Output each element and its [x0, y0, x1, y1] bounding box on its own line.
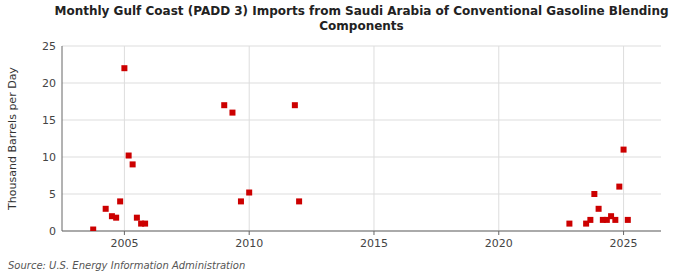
y-tick-label: 20 — [42, 77, 56, 90]
point — [142, 221, 148, 227]
x-grid-line — [124, 46, 125, 231]
y-tick-label: 0 — [49, 225, 56, 238]
x-grid-line — [249, 46, 250, 231]
source: Source: U.S. Energy Information Administ… — [8, 260, 245, 271]
y-grid-line — [62, 194, 661, 195]
point — [246, 190, 252, 196]
title: Monthly Gulf Coast (PADD 3) Imports from… — [54, 4, 668, 33]
y-grid-line — [62, 120, 661, 121]
x-grid-line — [373, 46, 374, 231]
chart-container: Monthly Gulf Coast (PADD 3) Imports from… — [0, 0, 675, 275]
grid — [62, 46, 661, 231]
y-tick-label: 10 — [42, 151, 56, 164]
x-tick — [373, 231, 374, 235]
title-line: Monthly Gulf Coast (PADD 3) Imports from… — [54, 4, 668, 18]
point — [587, 217, 593, 223]
x-tick-label: 2005 — [110, 237, 138, 250]
y-grid-line — [62, 46, 661, 47]
title-line: Components — [319, 19, 404, 33]
point — [229, 110, 235, 116]
y-grid-line — [62, 157, 661, 158]
y-grid-line — [62, 83, 661, 84]
x-tick-label: 2020 — [485, 237, 513, 250]
point — [117, 198, 123, 204]
point — [596, 206, 602, 212]
point — [90, 227, 96, 231]
x-tick — [249, 231, 250, 235]
point — [621, 147, 627, 153]
point — [296, 198, 302, 204]
point — [103, 206, 109, 212]
x-tick-label: 2010 — [235, 237, 263, 250]
x-tick-label: 2025 — [610, 237, 638, 250]
points — [90, 65, 631, 231]
point — [292, 102, 298, 108]
point — [130, 161, 136, 167]
x-grid-line — [498, 46, 499, 231]
x-axis-line — [62, 231, 661, 232]
x-tick — [623, 231, 624, 235]
point — [591, 191, 597, 197]
x-tick — [124, 231, 125, 235]
point — [625, 217, 631, 223]
point — [612, 217, 618, 223]
axes: 051015202520052010201520202025 — [42, 40, 661, 250]
point — [134, 215, 140, 221]
y-tick-label: 15 — [42, 114, 56, 127]
point — [238, 198, 244, 204]
y-grid-line — [62, 231, 661, 232]
point — [126, 153, 132, 159]
y-axis-label: Thousand Barrels per Day — [6, 67, 19, 211]
x-tick — [498, 231, 499, 235]
point — [113, 215, 119, 221]
point — [121, 65, 127, 71]
chart-svg: Monthly Gulf Coast (PADD 3) Imports from… — [0, 0, 675, 275]
y-tick-label: 5 — [49, 188, 56, 201]
point — [221, 102, 227, 108]
x-tick-label: 2015 — [360, 237, 388, 250]
point — [566, 221, 572, 227]
y-tick-label: 25 — [42, 40, 56, 53]
x-grid-line — [623, 46, 624, 231]
point — [616, 184, 622, 190]
y-axis-line — [62, 46, 63, 231]
